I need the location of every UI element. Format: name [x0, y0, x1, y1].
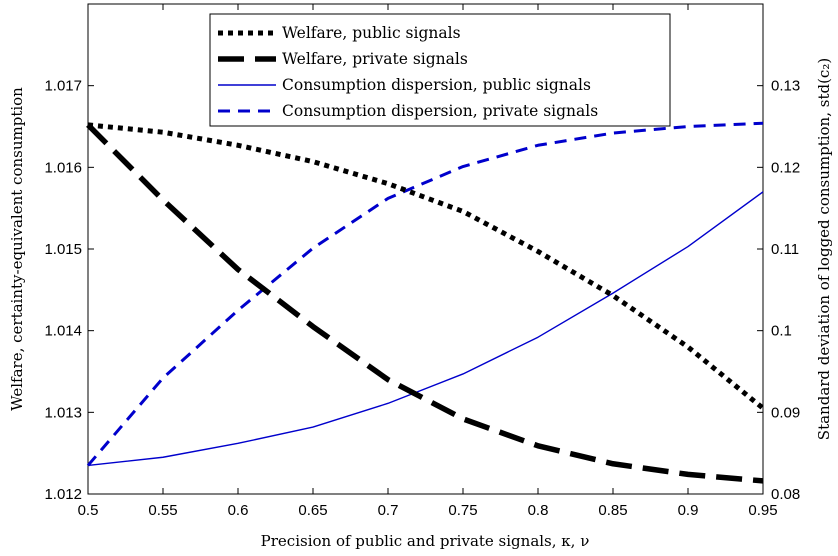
y-tick-label-right: 0.11: [771, 241, 799, 258]
series-layer: [86, 121, 765, 484]
y-tick-label-right: 0.13: [771, 78, 800, 95]
y-axis-title-right: Standard deviation of logged consumption…: [815, 58, 833, 440]
y-tick-label-right: 0.08: [771, 486, 800, 503]
x-tick-label: 0.55: [148, 502, 177, 519]
y-tick-label-left: 1.012: [44, 486, 82, 503]
x-tick-label: 0.6: [228, 502, 249, 519]
y-axis-title-left: Welfare, certainty-equivalent consumptio…: [8, 87, 26, 411]
series-line-consumption-dispersion-public-signals: [87, 191, 764, 467]
legend: Welfare, public signals Welfare, private …: [209, 13, 671, 127]
legend-label: Welfare, public signals: [282, 24, 461, 42]
series-line-consumption-dispersion-private-signals: [86, 121, 764, 467]
y-tick-label-left: 1.014: [44, 323, 82, 340]
y-tick-label-left: 1.015: [44, 241, 82, 258]
x-tick-label: 0.65: [298, 502, 327, 519]
legend-box: [209, 13, 671, 127]
y-tick-label-left: 1.013: [44, 404, 82, 421]
x-tick-label: 0.5: [78, 502, 99, 519]
x-tick-label: 0.9: [678, 502, 699, 519]
legend-label: Welfare, private signals: [282, 50, 468, 68]
x-tick-label: 0.8: [528, 502, 549, 519]
x-tick-label: 0.85: [598, 502, 627, 519]
series-line-welfare-public-signals: [87, 122, 765, 411]
series-line-welfare-private-signals: [86, 122, 764, 484]
y-tick-label-right: 0.1: [771, 323, 792, 340]
x-tick-label: 0.7: [378, 502, 399, 519]
legend-label: Consumption dispersion, private signals: [282, 102, 598, 120]
x-axis-title: Precision of public and private signals,…: [261, 532, 590, 550]
y-tick-label-right: 0.12: [771, 159, 800, 176]
y-tick-label-left: 1.016: [44, 159, 82, 176]
legend-label: Consumption dispersion, public signals: [282, 76, 591, 94]
x-tick-label: 0.95: [748, 502, 777, 519]
y-tick-label-left: 1.017: [44, 78, 82, 95]
y-tick-label-right: 0.09: [771, 404, 800, 421]
x-tick-label: 0.75: [448, 502, 477, 519]
